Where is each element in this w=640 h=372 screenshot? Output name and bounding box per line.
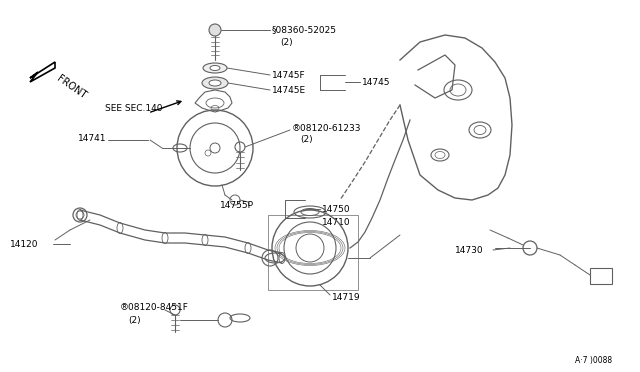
Ellipse shape: [209, 80, 221, 86]
Text: (2): (2): [280, 38, 292, 46]
Text: FRONT: FRONT: [55, 74, 88, 101]
Text: §08360-52025: §08360-52025: [272, 26, 337, 35]
Text: SEE SEC.140: SEE SEC.140: [105, 103, 163, 112]
Text: ®08120-8451F: ®08120-8451F: [120, 304, 189, 312]
Text: 14710: 14710: [322, 218, 351, 227]
Text: (2): (2): [128, 315, 141, 324]
Text: 14745E: 14745E: [272, 86, 306, 94]
Text: 14741: 14741: [78, 134, 106, 142]
Text: 14730: 14730: [455, 246, 484, 254]
Text: 14745F: 14745F: [272, 71, 306, 80]
Text: ®08120-61233: ®08120-61233: [292, 124, 362, 132]
Circle shape: [209, 24, 221, 36]
Text: (2): (2): [300, 135, 312, 144]
Ellipse shape: [210, 65, 220, 71]
Text: 14750: 14750: [322, 205, 351, 214]
Polygon shape: [30, 62, 55, 82]
Text: 14120: 14120: [10, 240, 38, 248]
Ellipse shape: [202, 77, 228, 89]
Text: 14719: 14719: [332, 292, 360, 301]
Text: 14745: 14745: [362, 77, 390, 87]
Text: 14755P: 14755P: [220, 201, 254, 209]
Ellipse shape: [203, 63, 227, 73]
Text: A·7 )0088: A·7 )0088: [575, 356, 612, 365]
